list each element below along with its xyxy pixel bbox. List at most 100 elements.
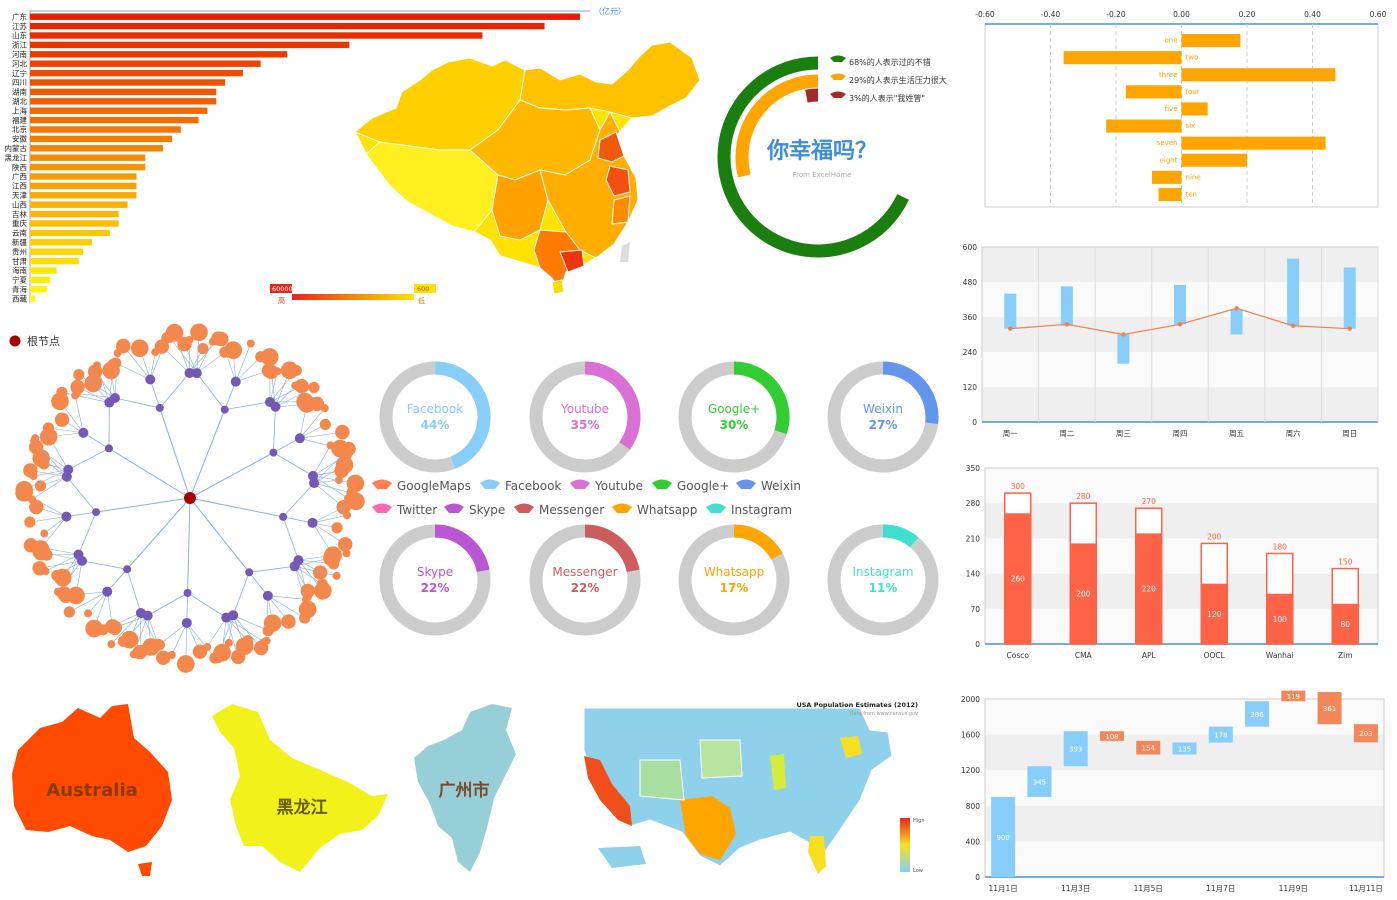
tree-hub-node — [155, 403, 164, 412]
tree-leaf-node — [85, 619, 103, 638]
tree-leaf-node — [335, 424, 350, 440]
tree-edge — [312, 445, 331, 477]
ship-x-tick: OOCL — [1204, 651, 1226, 660]
china-region-hainan — [551, 279, 565, 295]
province-tick-label: 吉林 — [12, 209, 27, 219]
tree-edge — [111, 612, 142, 645]
wf-increase-bar — [1208, 726, 1233, 743]
tree-leaf-node — [42, 422, 54, 434]
tree-leaf-node — [120, 630, 139, 649]
province-tick-label: 西藏 — [12, 293, 27, 303]
posneg-tick-label: -0.20 — [1106, 10, 1126, 19]
tree-edge — [147, 615, 164, 658]
tree-edge — [282, 482, 315, 518]
donut-track — [827, 524, 939, 636]
week-band — [982, 387, 1378, 422]
tree-leaf-node — [280, 361, 299, 380]
tree-leaf-node — [197, 342, 209, 355]
usa-map: USA Population Estimates (2012) Data from… — [583, 701, 925, 874]
posneg-bar — [1106, 119, 1182, 133]
tree-edge — [226, 617, 265, 643]
posneg-category-label: four — [1186, 88, 1200, 96]
tree-edge — [249, 565, 295, 573]
donut-name: Youtube — [560, 402, 609, 416]
week-bar — [1174, 284, 1186, 325]
tree-leaf-node — [332, 571, 341, 580]
tree-edge — [235, 356, 261, 382]
province-bar — [30, 13, 580, 20]
tree-edge — [189, 409, 226, 499]
ship-part-bar — [1070, 543, 1097, 644]
china-legend-high: 高 — [278, 296, 285, 305]
week-line-point — [1121, 332, 1126, 337]
donut-value: 30% — [720, 418, 749, 432]
radial-tree: 根节点 — [9, 323, 365, 673]
tree-edge — [169, 337, 198, 374]
wf-increase-bar — [1172, 742, 1197, 755]
posneg-bar — [1152, 170, 1182, 184]
province-tick-label: 云南 — [12, 228, 27, 238]
tree-mid-node — [221, 612, 232, 623]
region-shapes: Australia 黑龙江 广州市 — [12, 704, 516, 876]
province-tick-label: 湖北 — [12, 97, 27, 106]
donut-name: Weixin — [863, 402, 903, 416]
donut-legend-swatch — [444, 503, 464, 513]
province-bar — [30, 192, 137, 199]
tree-edge — [232, 572, 250, 616]
tasmania-shape — [138, 862, 152, 876]
wf-increase-label: 135 — [1178, 746, 1191, 754]
tree-mid-node — [145, 374, 156, 385]
week-x-tick: 周三 — [1116, 429, 1131, 438]
tree-leaf-node — [343, 511, 352, 520]
wf-decrease-label: 154 — [1142, 745, 1156, 753]
donut-grid: Facebook 44% Youtube 35% Google+ 30% Weixin 27%… — [372, 361, 939, 636]
province-tick-label: 山东 — [12, 30, 27, 40]
posneg-tick-label: 0.20 — [1239, 10, 1256, 19]
happiness-arc-orange — [735, 74, 819, 178]
donut-legend-label: Google+ — [677, 479, 729, 493]
donut-value: 22% — [571, 581, 600, 595]
tree-leaf-node — [67, 586, 85, 605]
china-region-taiwan — [620, 242, 630, 262]
donut-value: 17% — [720, 581, 749, 595]
tree-leaf-node — [73, 389, 82, 398]
wf-band — [985, 699, 1384, 735]
ship-y-tick: 280 — [966, 499, 981, 508]
tree-leaf-node — [56, 586, 72, 601]
donut-name: Whatsapp — [704, 565, 764, 579]
donut-legend-label: Instagram — [731, 503, 792, 517]
province-bar — [30, 135, 172, 143]
week-bar — [1287, 258, 1300, 326]
ship-y-tick: 70 — [970, 605, 980, 614]
donut-name: Google+ — [708, 402, 760, 416]
province-tick-label: 河南 — [12, 49, 27, 59]
ship-y-tick: 350 — [966, 464, 981, 473]
wf-x-tick: 11月11日 — [1349, 884, 1383, 893]
tree-edge — [273, 437, 301, 453]
tree-leaf-node — [299, 612, 311, 624]
donut-legend-label: Skype — [469, 503, 505, 517]
tree-edge — [29, 516, 67, 523]
ship-band — [985, 573, 1378, 609]
tree-edge — [68, 448, 110, 470]
week-bar — [1343, 267, 1356, 329]
ship-band — [985, 538, 1378, 574]
province-tick-label: 辽宁 — [12, 68, 27, 78]
posneg-category-label: three — [1159, 71, 1178, 79]
tree-leaf-node — [294, 378, 309, 394]
wf-band — [985, 805, 1384, 842]
usa-legend-low: Low — [913, 868, 923, 874]
tree-mid-node — [289, 561, 300, 572]
china-region-sichuan — [491, 169, 549, 241]
china-region-zhejiang — [611, 195, 631, 225]
tree-mid-node — [102, 586, 113, 597]
china-region-south — [533, 229, 581, 292]
tree-mid-node — [307, 517, 318, 528]
posneg-bar — [1181, 68, 1336, 82]
tree-leaf-node — [28, 495, 37, 504]
usa-state-alaska — [598, 846, 646, 868]
ship-x-tick: CMA — [1075, 651, 1093, 660]
province-bar — [30, 248, 84, 255]
tree-leaf-node — [84, 374, 102, 393]
tree-leaf-node — [29, 472, 38, 481]
